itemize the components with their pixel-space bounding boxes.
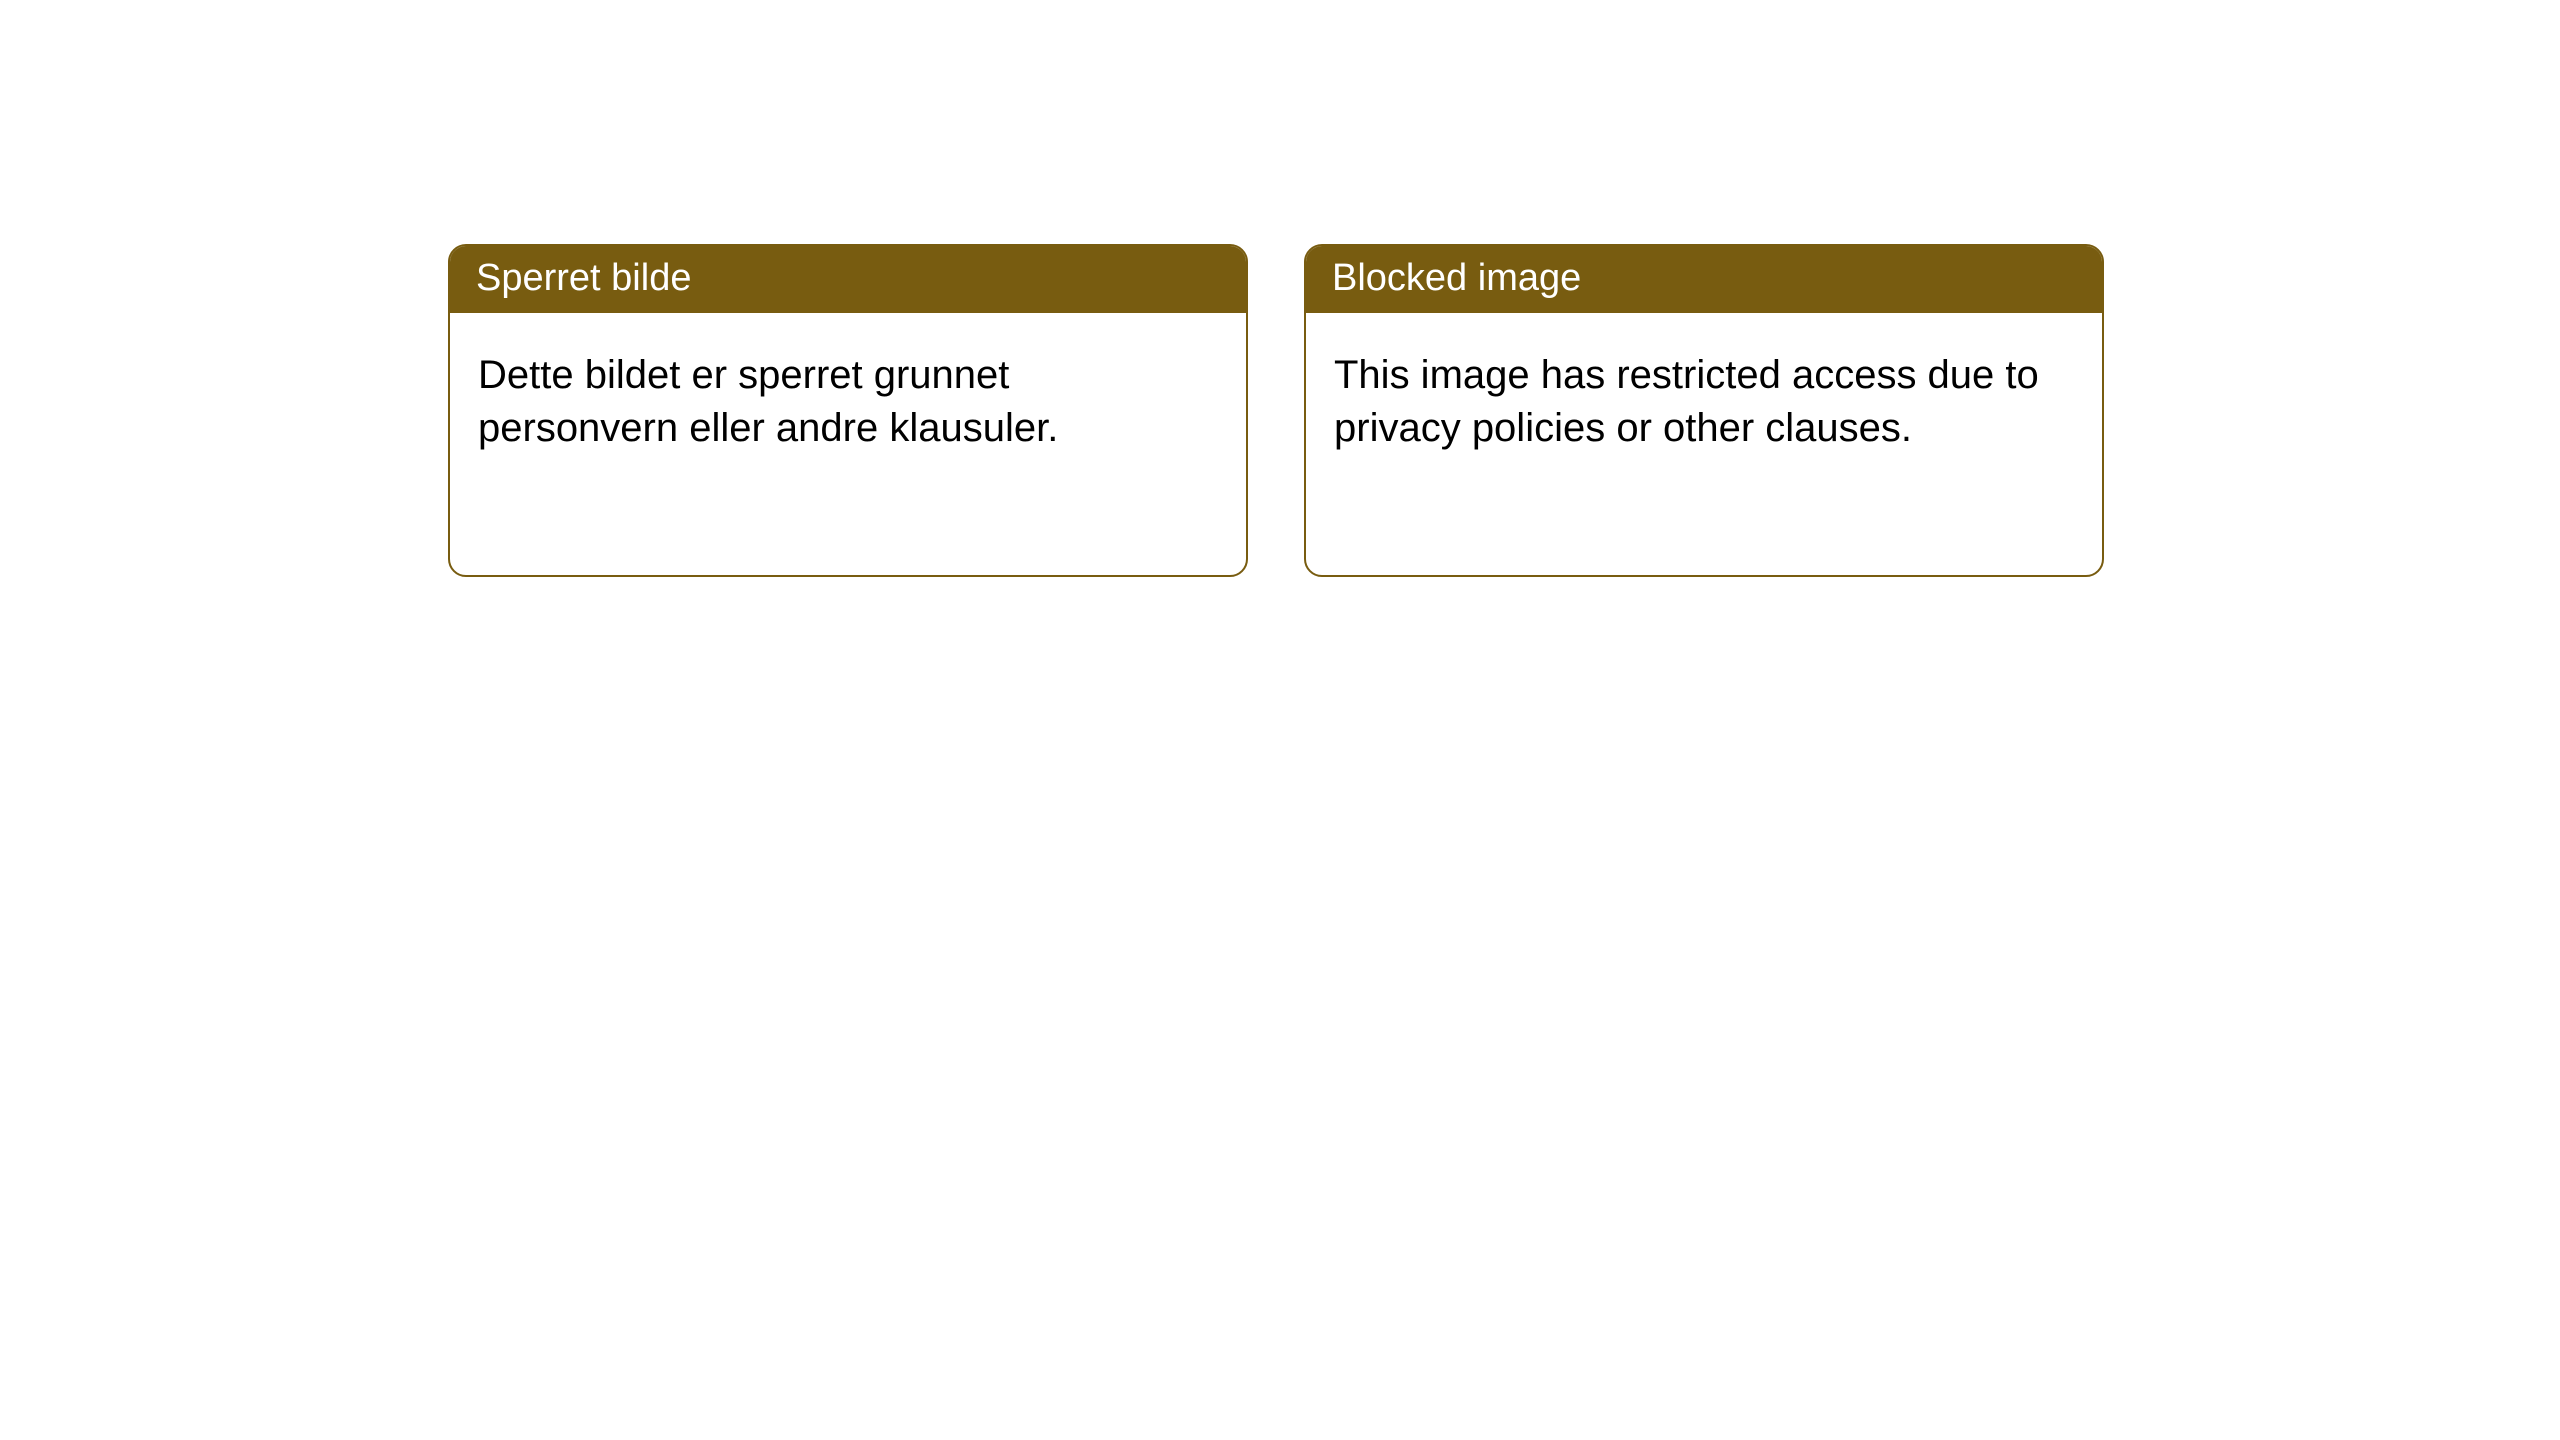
notice-header-en: Blocked image xyxy=(1306,246,2102,313)
notice-card-no: Sperret bilde Dette bildet er sperret gr… xyxy=(448,244,1248,577)
notice-body-no: Dette bildet er sperret grunnet personve… xyxy=(450,313,1246,491)
notice-header-no: Sperret bilde xyxy=(450,246,1246,313)
notice-body-en: This image has restricted access due to … xyxy=(1306,313,2102,491)
notice-container: Sperret bilde Dette bildet er sperret gr… xyxy=(0,0,2560,577)
notice-card-en: Blocked image This image has restricted … xyxy=(1304,244,2104,577)
